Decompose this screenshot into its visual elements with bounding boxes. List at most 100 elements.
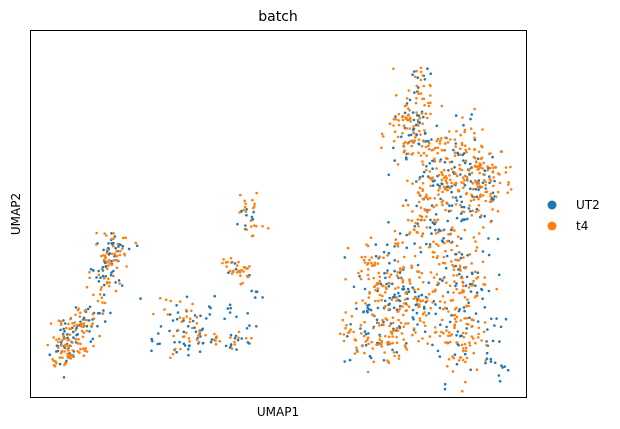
point-ut2 bbox=[199, 314, 202, 318]
point-t4 bbox=[387, 335, 391, 339]
point-ut2 bbox=[483, 214, 487, 218]
point-t4 bbox=[366, 244, 370, 248]
point-t4 bbox=[112, 237, 115, 240]
point-t4 bbox=[401, 204, 405, 207]
point-t4 bbox=[464, 159, 468, 163]
point-ut2 bbox=[466, 254, 469, 257]
point-t4 bbox=[438, 262, 441, 266]
point-t4 bbox=[368, 290, 371, 294]
point-t4 bbox=[463, 296, 467, 299]
point-ut2 bbox=[413, 290, 417, 294]
point-t4 bbox=[84, 347, 87, 350]
point-t4 bbox=[446, 188, 449, 192]
point-t4 bbox=[464, 148, 468, 152]
point-t4 bbox=[98, 293, 102, 296]
point-t4 bbox=[75, 323, 79, 327]
point-t4 bbox=[461, 358, 465, 362]
point-t4 bbox=[435, 139, 439, 143]
point-t4 bbox=[509, 188, 513, 191]
point-ut2 bbox=[175, 317, 179, 321]
point-t4 bbox=[477, 204, 481, 207]
point-ut2 bbox=[346, 335, 349, 338]
point-ut2 bbox=[234, 334, 238, 338]
point-t4 bbox=[415, 299, 419, 303]
point-t4 bbox=[447, 310, 450, 313]
point-ut2 bbox=[387, 251, 391, 255]
point-t4 bbox=[440, 330, 443, 334]
point-ut2 bbox=[469, 210, 472, 213]
point-ut2 bbox=[434, 228, 437, 232]
point-ut2 bbox=[497, 374, 501, 377]
point-ut2 bbox=[413, 91, 416, 94]
point-ut2 bbox=[426, 67, 429, 70]
point-t4 bbox=[433, 289, 437, 293]
point-t4 bbox=[420, 144, 424, 148]
point-ut2 bbox=[492, 198, 495, 201]
point-t4 bbox=[419, 70, 423, 74]
point-t4 bbox=[462, 349, 465, 353]
point-ut2 bbox=[485, 340, 488, 343]
point-t4 bbox=[383, 351, 386, 354]
point-t4 bbox=[449, 241, 453, 245]
point-t4 bbox=[233, 343, 237, 346]
point-t4 bbox=[480, 214, 483, 217]
point-ut2 bbox=[429, 218, 432, 222]
point-ut2 bbox=[245, 213, 248, 217]
point-t4 bbox=[471, 182, 475, 185]
point-ut2 bbox=[387, 285, 391, 288]
point-t4 bbox=[52, 359, 56, 363]
point-ut2 bbox=[488, 181, 491, 185]
point-t4 bbox=[402, 124, 406, 127]
point-t4 bbox=[427, 104, 431, 108]
point-t4 bbox=[427, 144, 430, 148]
point-t4 bbox=[372, 326, 375, 330]
point-ut2 bbox=[468, 316, 471, 320]
point-t4 bbox=[103, 232, 106, 235]
point-t4 bbox=[82, 331, 86, 335]
point-t4 bbox=[58, 356, 62, 359]
point-ut2 bbox=[103, 320, 107, 323]
point-t4 bbox=[119, 250, 122, 253]
point-t4 bbox=[355, 346, 358, 350]
point-ut2 bbox=[63, 322, 67, 325]
point-t4 bbox=[457, 359, 461, 362]
point-t4 bbox=[415, 111, 418, 114]
point-t4 bbox=[405, 348, 409, 351]
point-ut2 bbox=[187, 348, 190, 351]
point-t4 bbox=[437, 231, 440, 234]
point-ut2 bbox=[446, 185, 449, 189]
point-t4 bbox=[443, 301, 447, 304]
point-ut2 bbox=[442, 237, 445, 240]
point-t4 bbox=[364, 302, 367, 305]
point-t4 bbox=[449, 299, 453, 302]
point-ut2 bbox=[236, 338, 240, 342]
point-t4 bbox=[378, 275, 382, 279]
point-t4 bbox=[370, 340, 374, 344]
point-t4 bbox=[389, 273, 393, 276]
point-t4 bbox=[423, 104, 426, 107]
point-t4 bbox=[435, 273, 439, 276]
point-t4 bbox=[391, 316, 395, 320]
point-t4 bbox=[396, 310, 400, 314]
point-ut2 bbox=[487, 253, 491, 257]
point-ut2 bbox=[250, 215, 254, 219]
point-t4 bbox=[465, 191, 469, 195]
point-t4 bbox=[213, 332, 216, 336]
point-t4 bbox=[465, 356, 469, 360]
point-t4 bbox=[453, 151, 457, 154]
point-t4 bbox=[426, 210, 429, 213]
point-t4 bbox=[451, 370, 455, 373]
point-ut2 bbox=[506, 368, 510, 372]
point-t4 bbox=[85, 285, 89, 289]
point-t4 bbox=[417, 303, 421, 306]
point-ut2 bbox=[435, 124, 439, 128]
point-ut2 bbox=[431, 159, 434, 163]
point-ut2 bbox=[382, 359, 386, 362]
point-t4 bbox=[121, 247, 124, 251]
point-t4 bbox=[446, 341, 449, 344]
point-t4 bbox=[464, 332, 468, 335]
point-ut2 bbox=[253, 296, 257, 299]
point-t4 bbox=[481, 128, 484, 131]
point-t4 bbox=[455, 174, 459, 178]
point-t4 bbox=[452, 356, 456, 360]
